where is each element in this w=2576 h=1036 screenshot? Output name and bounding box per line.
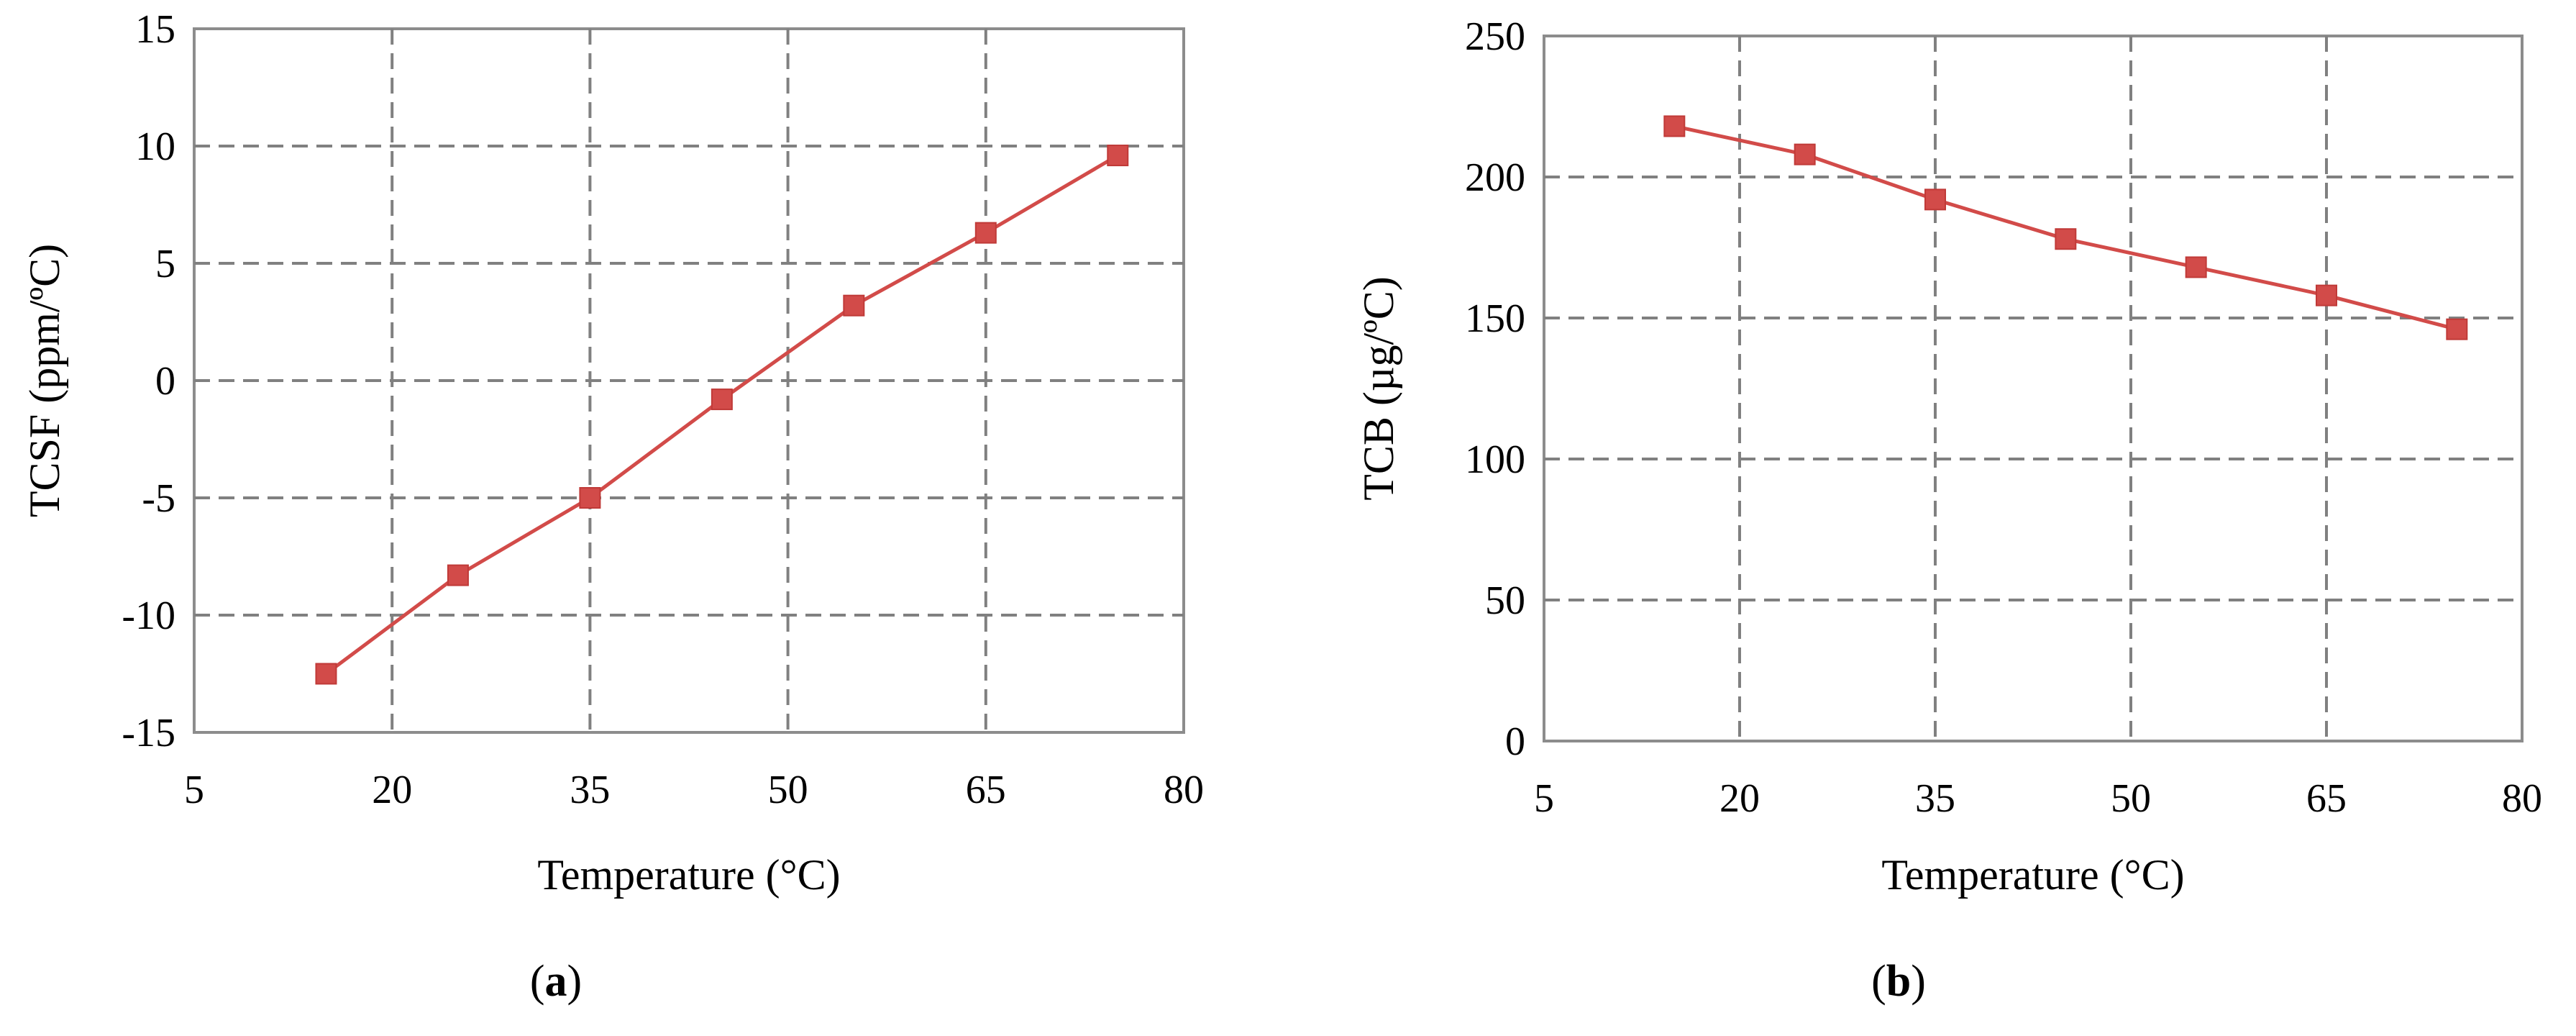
y-tick-label: 10 bbox=[135, 124, 175, 169]
data-point-marker bbox=[974, 222, 997, 244]
data-point-marker bbox=[1107, 145, 1129, 167]
gridlines bbox=[1544, 36, 2522, 741]
y-tick-label: -5 bbox=[142, 476, 175, 521]
plot-area-frame bbox=[1543, 35, 2524, 742]
y-tick-label: 200 bbox=[1465, 155, 1525, 200]
x-tick-label: 80 bbox=[1164, 768, 1204, 812]
panel-caption-a: (a) bbox=[530, 957, 582, 1006]
y-tick-label: 150 bbox=[1465, 296, 1525, 341]
gridlines bbox=[194, 29, 1184, 732]
x-tick-label: 35 bbox=[570, 768, 610, 812]
y-axis-title: TCSF (ppm/ºC) bbox=[21, 244, 68, 517]
x-tick-label: 65 bbox=[2306, 776, 2347, 821]
data-point-marker bbox=[2055, 228, 2077, 250]
y-tick-label: 50 bbox=[1485, 578, 1525, 623]
data-point-marker bbox=[2446, 318, 2468, 340]
y-axis-title: TCB (µg/ºC) bbox=[1355, 276, 1402, 501]
data-point-marker bbox=[447, 564, 469, 586]
data-point-marker bbox=[2185, 256, 2207, 278]
data-point-marker bbox=[711, 388, 733, 411]
data-point-marker bbox=[2316, 284, 2337, 306]
x-tick-label: 5 bbox=[184, 768, 204, 812]
panel-letter: a bbox=[545, 957, 567, 1006]
y-tick-label: -15 bbox=[122, 711, 175, 755]
data-series bbox=[1663, 115, 2468, 340]
x-tick-label: 5 bbox=[1534, 776, 1554, 821]
data-point-marker bbox=[1924, 188, 1946, 211]
x-tick-label: 20 bbox=[372, 768, 412, 812]
panel-letter: b bbox=[1886, 957, 1911, 1006]
x-tick-label: 80 bbox=[2502, 776, 2542, 821]
y-tick-label: 15 bbox=[135, 7, 175, 52]
y-tick-label: 0 bbox=[155, 359, 175, 404]
x-tick-label: 50 bbox=[768, 768, 808, 812]
panel-caption-b: (b) bbox=[1871, 957, 1926, 1006]
x-axis-title: Temperature (°C) bbox=[1881, 851, 2184, 899]
x-tick-label: 65 bbox=[966, 768, 1006, 812]
y-tick-label: 5 bbox=[155, 242, 175, 286]
x-axis-title: Temperature (°C) bbox=[537, 851, 840, 899]
tick-labels: 5 20 35 50 65 80 0 50 100 150 200 250 bbox=[1465, 14, 2542, 821]
data-point-marker bbox=[579, 487, 601, 509]
y-tick-label: -10 bbox=[122, 594, 175, 638]
data-series bbox=[315, 145, 1129, 685]
y-tick-label: 100 bbox=[1465, 437, 1525, 482]
data-point-marker bbox=[1794, 143, 1816, 165]
x-tick-label: 20 bbox=[1719, 776, 1760, 821]
data-point-marker bbox=[1663, 115, 1686, 137]
data-point-marker bbox=[315, 663, 337, 685]
x-tick-label: 35 bbox=[1915, 776, 1955, 821]
data-point-marker bbox=[843, 294, 865, 317]
chart-panel-b: 5 20 35 50 65 80 0 50 100 150 200 250 Temperature (… bbox=[1355, 14, 2542, 1006]
y-tick-label: 0 bbox=[1505, 719, 1525, 764]
y-tick-label: 250 bbox=[1465, 14, 1525, 59]
tick-labels: 5 20 35 50 65 80 -15 -10 -5 0 5 10 15 bbox=[122, 7, 1204, 812]
x-tick-label: 50 bbox=[2111, 776, 2151, 821]
chart-panel-a: 5 20 35 50 65 80 -15 -10 -5 0 5 10 15 Temperature (°… bbox=[21, 7, 1204, 1006]
